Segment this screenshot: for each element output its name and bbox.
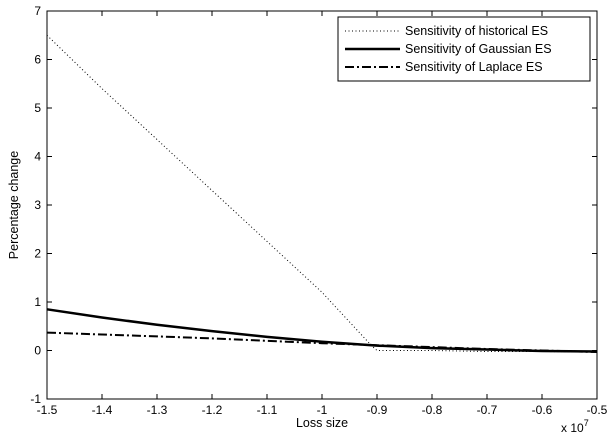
legend: Sensitivity of historical ES Sensitivity…	[337, 16, 591, 82]
y-tick-label: 5	[34, 101, 41, 115]
x-exponent-power: 7	[584, 418, 589, 428]
legend-label-gaussian: Sensitivity of Gaussian ES	[405, 42, 552, 56]
y-tick-label: 7	[34, 4, 41, 18]
y-tick-label: 3	[34, 198, 41, 212]
y-tick-label: 6	[34, 53, 41, 67]
x-tick-label: -0.6	[532, 403, 553, 417]
x-tick-label: -1.4	[92, 403, 113, 417]
x-tick-label: -0.7	[477, 403, 498, 417]
axis-ticks: -1.5 -1.4 -1.3 -1.2 -1.1 -1 -0.9 -0.8 -0.7 -0.6 -0…	[30, 4, 607, 417]
x-tick-label: -1.2	[202, 403, 223, 417]
y-tick-label: 2	[34, 247, 41, 261]
series-layer	[46, 34, 598, 353]
x-exponent-label: x 107	[561, 418, 589, 435]
x-tick-label: -0.9	[367, 403, 388, 417]
legend-label-laplace: Sensitivity of Laplace ES	[405, 60, 543, 74]
x-tick-label: -0.8	[422, 403, 443, 417]
x-tick-label: -1.1	[257, 403, 278, 417]
x-axis-title: Loss size	[296, 416, 348, 430]
y-tick-label: 0	[34, 344, 41, 358]
x-tick-label: -1	[317, 403, 328, 417]
y-tick-label: 1	[34, 295, 41, 309]
y-tick-label: 4	[34, 150, 41, 164]
x-exponent-base: x 10	[561, 421, 584, 435]
y-tick-label: -1	[30, 392, 41, 406]
series-laplace-es	[46, 331, 598, 353]
legend-label-historical: Sensitivity of historical ES	[405, 24, 548, 38]
y-axis-title: Percentage change	[7, 151, 21, 259]
x-tick-label: -1.3	[147, 403, 168, 417]
series-gaussian-es	[46, 308, 598, 353]
x-tick-label: -1.5	[37, 403, 58, 417]
x-tick-label: -0.5	[587, 403, 608, 417]
